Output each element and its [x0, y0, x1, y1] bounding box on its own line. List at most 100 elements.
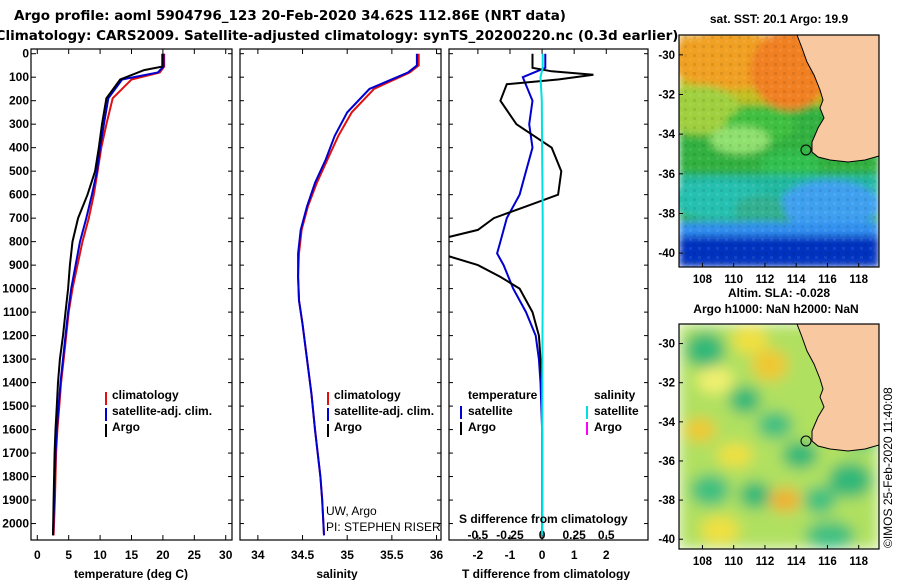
x-tick-label: 0: [539, 548, 546, 562]
y-tick-label: 100: [9, 70, 29, 84]
temperature-panel: 0 5 10 15 20 25 30 temperature (deg C): [34, 49, 233, 580]
legend-climatology: climatology: [112, 388, 179, 402]
x-tick-label: 25: [188, 548, 202, 562]
y-tick-label: 1600: [2, 423, 29, 437]
top-tick-label: -0.5: [468, 528, 489, 542]
series-line-satellite-adj-clim-: [53, 54, 164, 536]
lat-tick-label: -32: [658, 378, 675, 390]
y-tick-label: 1900: [2, 493, 29, 507]
series-group: [53, 54, 164, 536]
series-line-satellite-adj-clim-: [298, 54, 417, 536]
x-tick-label: 34.5: [291, 548, 315, 562]
lat-tick-label: -34: [658, 129, 675, 141]
top-tick-label: 0.5: [598, 528, 615, 542]
imos-stamp: ©IMOS 25-Feb-2020 11:40:08: [881, 387, 895, 548]
difference-panel: -2 -1 0 1 2-0.5 -0.25 0 0.25 0.5T difference fro…: [430, 49, 648, 580]
top-tick-label: -0.25: [496, 528, 524, 542]
x-tick-label: 10: [93, 548, 107, 562]
lon-tick-label: 114: [787, 274, 806, 286]
x-tick-label: 5: [65, 548, 72, 562]
x-tick-label: 2: [603, 548, 610, 562]
legend-temperature-heading: temperature: [468, 388, 538, 402]
top-axis-label: S difference from climatology: [459, 512, 628, 526]
sla-map: [679, 324, 880, 549]
y-tick-label: 1700: [2, 446, 29, 460]
temperature-panel-frame: [31, 49, 232, 540]
salinity-legend: climatology satellite-adj. clim. Argo UW…: [326, 388, 441, 534]
y-tick-label: 500: [9, 164, 29, 178]
lat-tick-label: -36: [658, 169, 675, 181]
lon-tick-label: 116: [818, 556, 837, 568]
sst-map-title: sat. SST: 20.1 Argo: 19.9: [710, 12, 849, 26]
legend-s-argo: Argo: [594, 420, 622, 434]
x-tick-label: 36: [430, 548, 444, 562]
x-tick-label: 35: [341, 548, 355, 562]
legend-s-satellite: satellite: [594, 404, 639, 418]
lon-tick-label: 110: [724, 274, 743, 286]
y-tick-label: 1500: [2, 399, 29, 413]
lon-tick-label: 108: [693, 274, 713, 286]
lat-tick-label: -30: [658, 50, 675, 62]
lat-tick-label: -30: [658, 339, 675, 351]
y-tick-label: 1200: [2, 329, 29, 343]
title-line-1: Argo profile: aoml 5904796_123 20-Feb-20…: [14, 8, 566, 24]
y-tick-label: 1100: [3, 305, 29, 319]
legend-climatology: climatology: [334, 388, 401, 402]
lat-tick-label: -36: [658, 456, 675, 468]
series-line-climatology: [298, 54, 419, 536]
legend-satellite-adj: satellite-adj. clim.: [112, 404, 212, 418]
lon-tick-label: 108: [693, 556, 713, 568]
lon-tick-label: 112: [756, 556, 775, 568]
lat-tick-label: -34: [658, 417, 675, 429]
lon-tick-label: 118: [849, 274, 868, 286]
series-line-t-argo: [430, 54, 594, 536]
lat-tick-label: -38: [658, 208, 675, 220]
x-tick-label: 0: [34, 548, 41, 562]
lat-tick-label: -32: [658, 89, 675, 101]
legend-t-satellite: satellite: [468, 404, 513, 418]
lon-tick-label: 114: [787, 556, 806, 568]
top-tick-label: 0.25: [562, 528, 586, 542]
lon-tick-label: 116: [818, 274, 837, 286]
difference-legend: temperature satellite Argo salinity sate…: [459, 388, 639, 526]
y-tick-label: 1400: [2, 376, 29, 390]
y-tick-label: 700: [9, 211, 29, 225]
y-tick-label: 800: [9, 235, 29, 249]
lat-tick-label: -40: [658, 534, 675, 546]
lon-tick-label: 110: [724, 556, 743, 568]
series-line-argo: [53, 54, 162, 536]
series-line-s-satellite: [541, 54, 543, 536]
y-tick-label: 1300: [2, 352, 29, 366]
x-tick-label: -2: [473, 548, 484, 562]
difference-panel-frame: [449, 49, 648, 540]
x-tick-label: 30: [219, 548, 233, 562]
y-tick-label: 300: [9, 117, 29, 131]
series-group: [430, 54, 594, 536]
lat-tick-label: -38: [658, 495, 675, 507]
y-tick-label: 0: [22, 47, 29, 61]
x-tick-label: 35.5: [380, 548, 404, 562]
y-tick-label: 2000: [2, 517, 29, 531]
series-group: [298, 54, 419, 536]
note-pi: PI: STEPHEN RISER: [326, 520, 441, 534]
legend-satellite-adj: satellite-adj. clim.: [334, 404, 434, 418]
y-tick-label: 400: [9, 141, 29, 155]
x-tick-label: -1: [505, 548, 516, 562]
sst-map: [660, 30, 880, 267]
x-tick-label: 15: [125, 548, 139, 562]
salinity-panel-frame: [240, 49, 441, 540]
sla-map-title-2: Argo h1000: NaN h2000: NaN: [693, 302, 858, 316]
temperature-legend: climatology satellite-adj. clim. Argo: [106, 388, 212, 437]
x-tick-label: 34: [251, 548, 265, 562]
series-line-t-satellite: [497, 54, 545, 536]
x-axis-label: temperature (deg C): [74, 567, 188, 580]
figure: Argo profile: aoml 5904796_123 20-Feb-20…: [0, 0, 900, 580]
lon-tick-label: 118: [849, 556, 868, 568]
salinity-panel: 34 34.5 35 35.5 36 salinity: [240, 49, 444, 580]
x-tick-label: 20: [156, 548, 170, 562]
sla-map-title-1: Altim. SLA: -0.028: [728, 286, 830, 300]
x-axis-label: T difference from climatology: [462, 567, 630, 580]
legend-argo: Argo: [112, 420, 140, 434]
lat-tick-label: -40: [658, 248, 675, 260]
y-tick-label: 900: [9, 258, 29, 272]
